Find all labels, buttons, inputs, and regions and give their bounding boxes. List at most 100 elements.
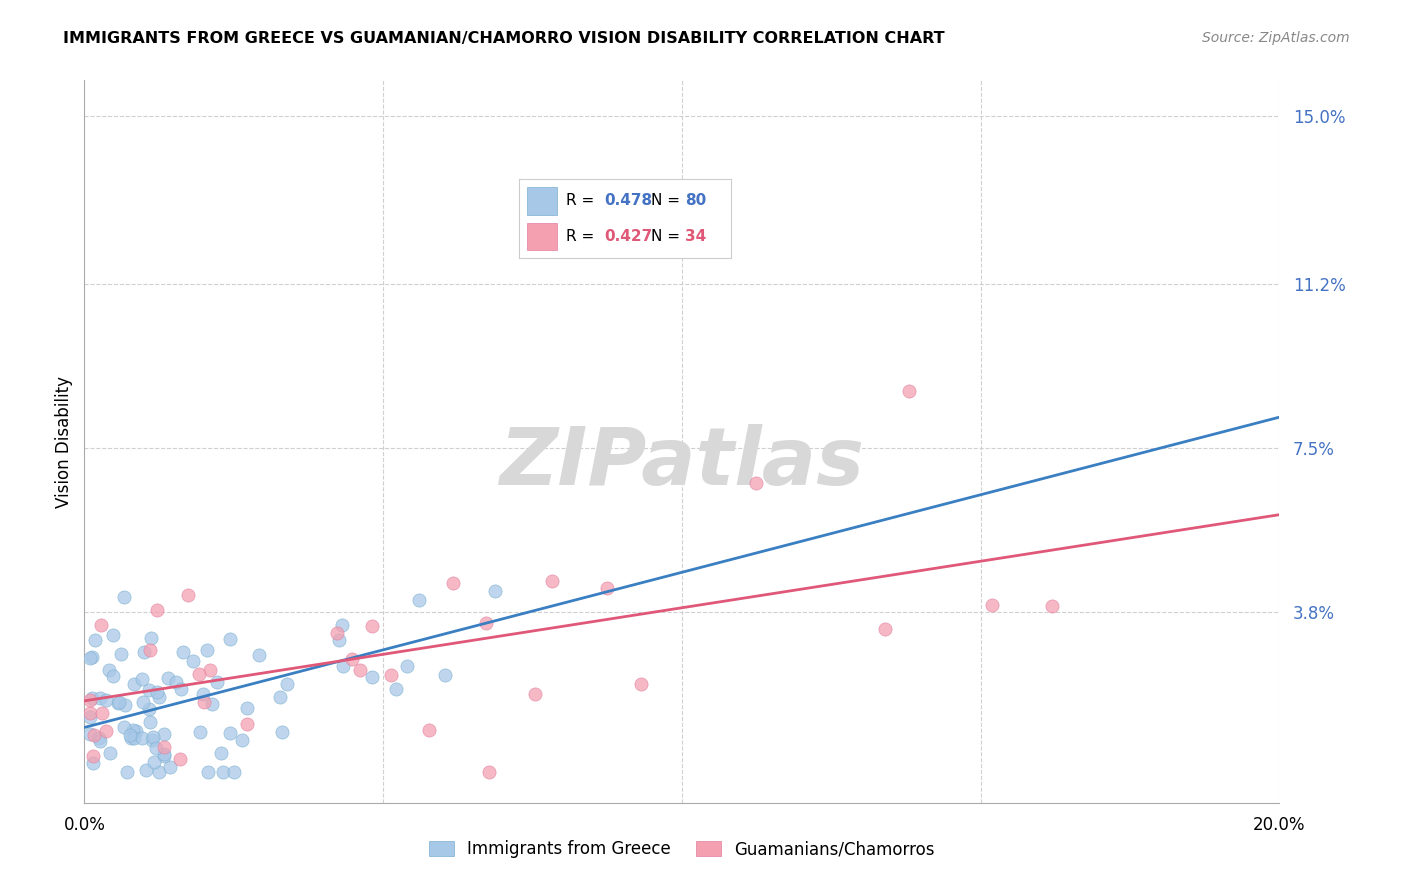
Point	[94, 693, 117, 707]
Point	[79, 693, 101, 707]
Point	[433, 668, 456, 682]
Point	[145, 740, 167, 755]
Point	[98, 663, 121, 677]
Point	[98, 747, 121, 761]
Y-axis label: Vision Disability: Vision Disability	[55, 376, 73, 508]
Point	[153, 747, 176, 761]
Point	[110, 648, 132, 662]
Point	[328, 632, 350, 647]
Text: Source: ZipAtlas.com: Source: ZipAtlas.com	[1202, 31, 1350, 45]
Point	[101, 628, 124, 642]
Text: 0.427: 0.427	[605, 229, 652, 244]
Point	[120, 731, 142, 746]
Point	[197, 764, 219, 779]
Point	[122, 723, 145, 738]
Point	[330, 618, 353, 632]
Point	[193, 695, 215, 709]
Point	[980, 599, 1002, 613]
Point	[156, 671, 179, 685]
Point	[141, 732, 163, 747]
Point	[222, 764, 245, 779]
Point	[541, 574, 564, 588]
Point	[443, 576, 465, 591]
Point	[332, 658, 354, 673]
Point	[231, 733, 253, 747]
Point	[177, 588, 200, 602]
Legend: Immigrants from Greece, Guamanians/Chamorros: Immigrants from Greece, Guamanians/Chamo…	[420, 832, 943, 867]
Point	[898, 384, 921, 398]
Point	[132, 695, 155, 709]
Point	[108, 694, 131, 708]
Point	[138, 702, 160, 716]
Point	[195, 642, 218, 657]
Point	[131, 731, 153, 745]
Text: N =: N =	[651, 229, 685, 244]
Point	[83, 728, 105, 742]
Text: N =: N =	[651, 194, 685, 209]
Point	[148, 764, 170, 779]
Point	[134, 645, 156, 659]
Point	[219, 632, 242, 647]
Point	[360, 619, 382, 633]
Point	[385, 681, 408, 696]
Point	[153, 748, 176, 763]
Point	[159, 760, 181, 774]
Point	[82, 756, 104, 771]
Point	[112, 721, 135, 735]
Point	[125, 723, 148, 738]
Point	[89, 691, 111, 706]
Point	[408, 592, 430, 607]
Point	[82, 749, 104, 764]
Point	[395, 659, 418, 673]
Point	[94, 723, 117, 738]
Text: IMMIGRANTS FROM GREECE VS GUAMANIAN/CHAMORRO VISION DISABILITY CORRELATION CHART: IMMIGRANTS FROM GREECE VS GUAMANIAN/CHAM…	[63, 31, 945, 46]
Point	[523, 687, 546, 701]
Point	[478, 764, 501, 779]
Point	[146, 603, 169, 617]
Point	[249, 648, 271, 662]
Point	[349, 663, 371, 677]
Bar	[527, 223, 557, 251]
Point	[418, 723, 440, 737]
Point	[114, 698, 136, 712]
Point	[79, 727, 101, 741]
Point	[79, 710, 101, 724]
Point	[139, 642, 162, 657]
Point	[596, 581, 619, 595]
Bar	[527, 187, 557, 215]
Point	[143, 755, 166, 769]
Point	[340, 652, 363, 666]
Point	[135, 763, 157, 777]
Point	[193, 687, 215, 701]
Point	[107, 696, 129, 710]
Point	[169, 752, 191, 766]
Point	[153, 739, 176, 754]
Point	[198, 663, 221, 677]
Point	[122, 731, 145, 745]
Point	[211, 764, 233, 779]
Point	[641, 206, 664, 220]
Point	[475, 615, 498, 630]
Point	[115, 764, 138, 779]
Point	[146, 685, 169, 699]
Point	[361, 670, 384, 684]
Point	[89, 731, 111, 745]
Point	[745, 476, 768, 491]
Point	[276, 676, 298, 690]
Point	[118, 728, 141, 742]
Point	[153, 727, 176, 741]
Point	[188, 667, 211, 681]
Point	[141, 631, 163, 645]
Point	[79, 706, 101, 720]
Point	[124, 676, 146, 690]
Point	[148, 690, 170, 704]
Point	[165, 675, 187, 690]
Point	[139, 714, 162, 729]
Point	[80, 690, 103, 705]
Point	[271, 724, 294, 739]
Point	[170, 682, 193, 697]
Point	[207, 675, 229, 690]
Point	[1040, 599, 1063, 613]
Point	[103, 669, 125, 683]
Point	[142, 730, 165, 744]
